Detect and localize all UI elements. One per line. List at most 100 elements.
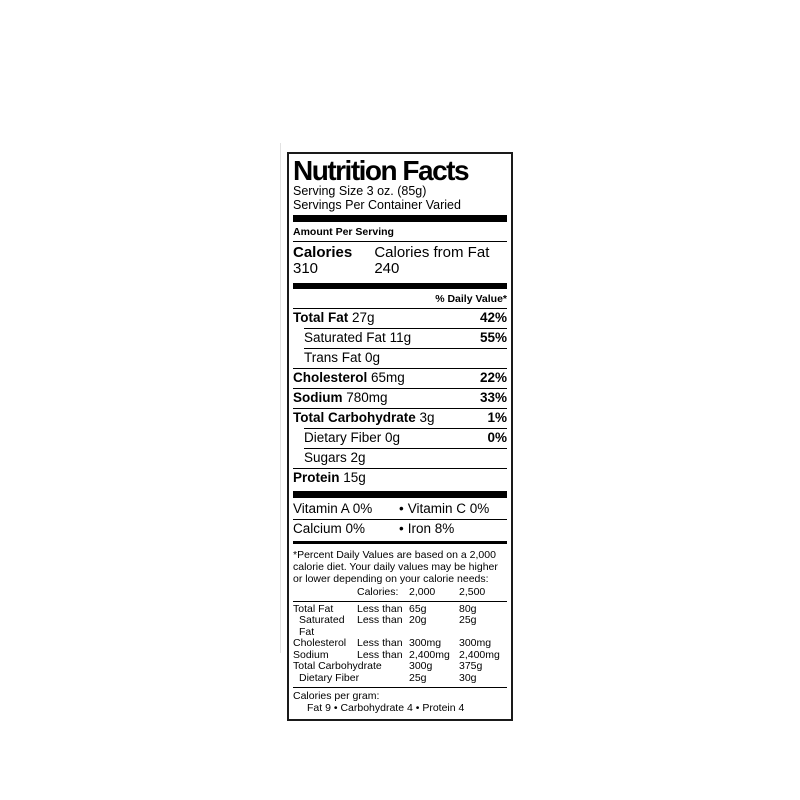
calories-per-gram-values: Fat 9 • Carbohydrate 4 • Protein 4	[307, 702, 465, 714]
dv-row-2000: 2,400mg	[409, 648, 450, 661]
nutrient-name: Total Carbohydrate 3g	[293, 410, 435, 425]
nutrient-dv: 33%	[479, 390, 507, 405]
nutrient-row-protein: Protein 15g	[293, 469, 507, 488]
nutrient-row-total-fat: Total Fat 27g 42%	[293, 309, 507, 328]
hairline	[293, 241, 507, 242]
dv-header-empty	[293, 587, 357, 599]
nutrient-dv: 1%	[487, 410, 507, 425]
calories-per-gram-block: Calories per gram: Fat 9 • Carbohydrate …	[293, 688, 507, 716]
nutrient-dv: 55%	[479, 330, 507, 345]
dv-row-2500: 375g	[459, 660, 483, 672]
nutrient-amount: 11g	[389, 330, 412, 345]
calories-per-gram-label: Calories per gram:	[293, 690, 380, 702]
nutrient-amount: 27g	[352, 310, 375, 325]
nutrient-row-total-carbohydrate: Total Carbohydrate 3g 1%	[293, 409, 507, 428]
hairline	[293, 600, 507, 602]
calories-from-fat: Calories from Fat 240	[374, 244, 490, 277]
dv-header-2500: 2,500	[459, 586, 486, 598]
dv-row-2000: 65g	[409, 602, 427, 615]
separator-bar-thick	[293, 491, 507, 498]
label-title: Nutrition Facts	[293, 155, 470, 186]
nutrient-name: Total Fat 27g	[293, 310, 375, 325]
separator-bar-medium	[293, 541, 507, 544]
dv-row-2500: 80g	[459, 602, 477, 615]
nutrient-amount: 15g	[343, 470, 366, 485]
dv-table-row: Cholesterol Less than 300mg 300mg	[293, 637, 507, 650]
dv-row-2000: 300mg	[409, 637, 442, 649]
dv-row-2000: 300g	[409, 660, 433, 672]
serving-size: Serving Size 3 oz. (85g)	[293, 184, 427, 198]
nutrient-amount: 0g	[365, 350, 381, 365]
hairline	[304, 328, 507, 329]
daily-values-table: Calories: 2,000 2,500 Total Fat Less tha…	[293, 586, 507, 685]
nutrient-name: Sugars 2g	[304, 450, 366, 465]
nutrient-amount: 2g	[350, 450, 366, 465]
nutrient-dv: 0%	[487, 430, 507, 445]
dv-table-header: Calories: 2,000 2,500	[293, 586, 507, 601]
dv-table-row: Dietary Fiber 25g 30g	[293, 671, 507, 685]
label-edge-shadow	[280, 143, 281, 653]
dv-row-qualifier: Less than	[357, 614, 403, 626]
hairline	[304, 348, 507, 349]
bullet-icon: •	[399, 501, 404, 516]
hairline	[293, 687, 507, 688]
nutrient-dv: 22%	[479, 370, 507, 385]
nutrient-row-sugars: Sugars 2g	[293, 449, 507, 468]
nutrient-name: Sodium 780mg	[293, 390, 388, 405]
vitamin-right: Vitamin C 0%	[407, 501, 490, 516]
dv-row-name: Cholesterol	[293, 637, 347, 649]
nutrient-dv: 42%	[479, 310, 507, 325]
hairline	[304, 428, 507, 429]
dv-header-calories: Calories:	[357, 586, 399, 598]
dv-row-qualifier: Less than	[357, 637, 403, 649]
dv-row-name: Sodium	[293, 648, 329, 661]
hairline	[304, 448, 507, 449]
separator-bar-thick	[293, 283, 507, 289]
hairline	[293, 468, 507, 469]
servings-per-container: Servings Per Container Varied	[293, 197, 461, 212]
vitamin-row-a-c: Vitamin A 0% • Vitamin C 0%	[293, 500, 507, 519]
amount-per-serving-label: Amount Per Serving	[293, 226, 394, 238]
dv-table-row: Saturated Fat Less than 20g 25g	[293, 614, 507, 638]
dv-row-name: Total Fat	[293, 602, 334, 615]
dv-header-2000: 2,000	[409, 586, 436, 598]
nutrient-row-cholesterol: Cholesterol 65mg 22%	[293, 369, 507, 388]
nutrient-name: Dietary Fiber 0g	[304, 430, 401, 445]
vitamin-right: Iron 8%	[407, 521, 455, 536]
dv-row-name: Saturated Fat	[299, 614, 345, 638]
daily-value-header: % Daily Value*	[435, 293, 507, 305]
hairline	[293, 388, 507, 389]
vitamin-left: Calcium 0%	[293, 521, 366, 536]
nutrition-facts-label: Nutrition Facts Serving Size 3 oz. (85g)…	[287, 152, 513, 721]
dv-row-2500: 30g	[459, 671, 477, 684]
nutrient-name: Trans Fat 0g	[304, 350, 381, 365]
vitamin-left: Vitamin A 0%	[293, 501, 373, 516]
nutrient-name: Cholesterol 65mg	[293, 370, 405, 385]
calories-value: 310	[293, 260, 319, 277]
dv-row-2500: 300mg	[459, 637, 492, 649]
hairline	[293, 519, 507, 520]
dv-row-qualifier: Less than	[357, 602, 403, 615]
dv-row-2500: 2,400mg	[459, 648, 500, 661]
nutrient-row-saturated-fat: Saturated Fat 11g 55%	[293, 329, 507, 348]
separator-bar-thick	[293, 215, 507, 222]
calories-label: Calories	[293, 244, 353, 261]
dv-row-name: Dietary Fiber	[299, 671, 360, 684]
nutrient-name: Saturated Fat 11g	[304, 330, 412, 345]
nutrient-amount: 3g	[419, 410, 435, 425]
bullet-icon: •	[399, 521, 404, 536]
nutrient-row-trans-fat: Trans Fat 0g	[293, 349, 507, 368]
dv-table-row: Total Fat Less than 65g 80g	[293, 602, 507, 616]
footnote-text: *Percent Daily Values are based on a 2,0…	[293, 549, 498, 585]
calories-left: Calories 310	[293, 245, 374, 277]
nutrient-name: Protein 15g	[293, 470, 366, 485]
nutrient-row-sodium: Sodium 780mg 33%	[293, 389, 507, 408]
calories-row: Calories 310 Calories from Fat 240	[293, 242, 507, 281]
nutrient-amount: 780mg	[346, 390, 388, 405]
nutrient-amount: 0g	[385, 430, 401, 445]
nutrient-row-dietary-fiber: Dietary Fiber 0g 0%	[293, 429, 507, 448]
dv-table-row: Total Carbohydrate 300g 375g	[293, 660, 507, 673]
dv-row-2000: 20g	[409, 614, 427, 626]
dv-row-2000: 25g	[409, 671, 427, 684]
